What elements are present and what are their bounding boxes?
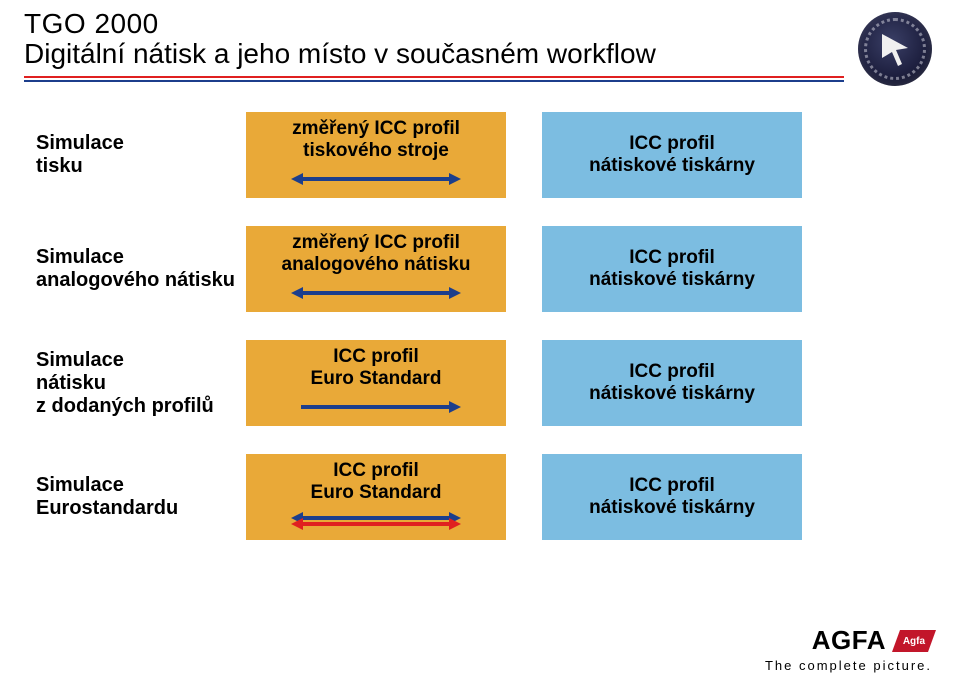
- box-line: ICC profil: [629, 133, 715, 155]
- label-line: Simulace: [36, 246, 246, 269]
- arrow-group: [256, 166, 496, 192]
- emblem-cursor-icon: [878, 30, 914, 68]
- row-simulace-tisku: Simulace tisku změřený ICC profil tiskov…: [36, 112, 960, 198]
- arrow-group: [256, 280, 496, 306]
- label-line: analogového nátisku: [36, 269, 246, 292]
- row-boxes: změřený ICC profil analogového nátisku I…: [246, 226, 802, 312]
- arrow-navy-both: [301, 291, 451, 295]
- box-line: ICC profil: [333, 460, 419, 482]
- right-box: ICC profil nátiskové tiskárny: [542, 340, 802, 426]
- corner-emblem-icon: [858, 12, 932, 86]
- left-box: ICC profil Euro Standard: [246, 454, 506, 540]
- arrow-group: [256, 394, 496, 420]
- row-boxes: ICC profil Euro Standard ICC profil náti…: [246, 454, 802, 540]
- header: TGO 2000 Digitální nátisk a jeho místo v…: [0, 0, 960, 70]
- arrow-navy-both: [301, 516, 451, 520]
- box-line: analogového nátisku: [282, 254, 471, 276]
- label-line: z dodaných profilů: [36, 395, 246, 418]
- row-boxes: ICC profil Euro Standard ICC profil náti…: [246, 340, 802, 426]
- brand-rhombus-text: Agfa: [903, 635, 925, 646]
- box-line: Euro Standard: [311, 482, 442, 504]
- box-line: nátiskové tiskárny: [589, 155, 755, 177]
- box-line: tiskového stroje: [303, 140, 449, 162]
- box-line: ICC profil: [629, 247, 715, 269]
- page: TGO 2000 Digitální nátisk a jeho místo v…: [0, 0, 960, 687]
- row-label: Simulace nátisku z dodaných profilů: [36, 340, 246, 426]
- left-box: změřený ICC profil tiskového stroje: [246, 112, 506, 198]
- label-line: tisku: [36, 155, 246, 178]
- box-line: ICC profil: [629, 361, 715, 383]
- label-line: Eurostandardu: [36, 497, 246, 520]
- box-line: nátiskové tiskárny: [589, 269, 755, 291]
- arrow-navy-both: [301, 177, 451, 181]
- page-title: TGO 2000: [24, 8, 960, 40]
- box-line: ICC profil: [629, 475, 715, 497]
- divider-red: [24, 76, 844, 78]
- label-line: nátisku: [36, 372, 246, 395]
- footer: AGFA Agfa The complete picture.: [765, 625, 932, 673]
- brand-tagline: The complete picture.: [765, 658, 932, 673]
- row-label: Simulace Eurostandardu: [36, 454, 246, 540]
- box-line: změřený ICC profil: [292, 118, 460, 140]
- box-line: nátiskové tiskárny: [589, 497, 755, 519]
- row-label: Simulace analogového nátisku: [36, 226, 246, 312]
- row-label: Simulace tisku: [36, 112, 246, 198]
- diagram-rows: Simulace tisku změřený ICC profil tiskov…: [0, 112, 960, 540]
- row-simulace-eurostandardu: Simulace Eurostandardu ICC profil Euro S…: [36, 454, 960, 540]
- box-line: změřený ICC profil: [292, 232, 460, 254]
- row-simulace-dodanych-profilu: Simulace nátisku z dodaných profilů ICC …: [36, 340, 960, 426]
- brand-rhombus-icon: Agfa: [892, 630, 936, 652]
- label-line: Simulace: [36, 474, 246, 497]
- arrow-red-both: [301, 522, 451, 526]
- arrow-group: [256, 508, 496, 534]
- brand-word: AGFA: [812, 625, 886, 656]
- right-box: ICC profil nátiskové tiskárny: [542, 454, 802, 540]
- box-line: nátiskové tiskárny: [589, 383, 755, 405]
- brand-row: AGFA Agfa: [765, 625, 932, 656]
- label-line: Simulace: [36, 132, 246, 155]
- arrow-navy-right: [301, 405, 451, 409]
- box-line: Euro Standard: [311, 368, 442, 390]
- divider-blue: [24, 80, 844, 82]
- right-box: ICC profil nátiskové tiskárny: [542, 112, 802, 198]
- left-box: změřený ICC profil analogového nátisku: [246, 226, 506, 312]
- left-box: ICC profil Euro Standard: [246, 340, 506, 426]
- row-simulace-analogoveho: Simulace analogového nátisku změřený ICC…: [36, 226, 960, 312]
- row-boxes: změřený ICC profil tiskového stroje ICC …: [246, 112, 802, 198]
- label-line: Simulace: [36, 349, 246, 372]
- right-box: ICC profil nátiskové tiskárny: [542, 226, 802, 312]
- header-divider: [24, 76, 844, 82]
- page-subtitle: Digitální nátisk a jeho místo v současné…: [24, 38, 960, 70]
- box-line: ICC profil: [333, 346, 419, 368]
